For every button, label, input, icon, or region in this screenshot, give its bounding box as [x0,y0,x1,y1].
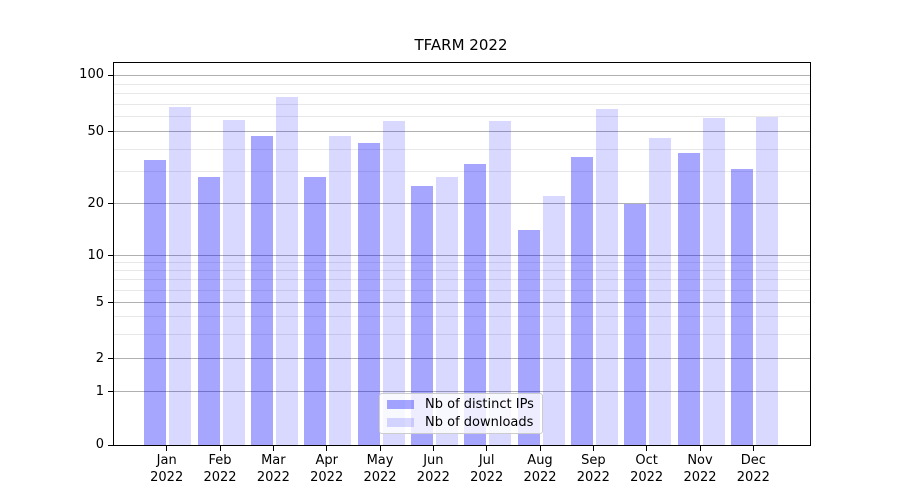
y-tick-label: 20 [87,195,104,211]
bar-ips-apr [304,177,327,445]
y-tick-mark [108,131,113,133]
gridline-major [114,391,810,393]
gridline-major [114,131,810,133]
chart-title: TFARM 2022 [414,36,508,54]
x-tick-mark [646,446,648,451]
gridline-major [114,358,810,360]
y-tick-mark [108,203,113,205]
gridline-minor [114,93,810,95]
bar-ips-jan [144,159,167,445]
legend-swatch-downloads [387,417,414,427]
bar-ips-aug [517,230,540,445]
x-tick-mark [379,446,381,451]
bar-downloads-may [382,120,405,445]
bar-ips-dec [730,169,753,445]
x-tick-mark [326,446,328,451]
y-tick-label: 50 [87,123,104,139]
bar-ips-oct [624,203,647,445]
x-tick-mark [272,446,274,451]
gridline-minor [114,289,810,291]
gridline-major [114,75,810,76]
gridline-minor [114,279,810,281]
legend-item-downloads: Nb of downloads [380,415,542,430]
x-tick-mark [752,446,754,451]
bar-ips-may [357,143,380,445]
x-tick-mark [219,446,221,451]
y-tick-mark [108,302,113,304]
y-tick-label: 5 [95,294,104,310]
x-tick-label-may: May 2022 [363,453,397,485]
y-tick-label: 1 [95,383,104,399]
x-tick-mark [539,446,541,451]
gridline-minor [114,333,810,335]
x-tick-mark [592,446,594,451]
bar-downloads-sep [595,109,618,445]
x-tick-mark [486,446,488,451]
gridline-minor [114,148,810,150]
x-tick-label-nov: Nov 2022 [683,453,717,485]
legend-label-downloads: Nb of downloads [425,414,534,430]
gridline-minor [114,171,810,173]
bar-downloads-jul [489,120,512,445]
x-tick-label-aug: Aug 2022 [523,453,557,485]
x-tick-label-jul: Jul 2022 [470,453,504,485]
bar-downloads-aug [542,196,565,445]
gridline-major [114,302,810,304]
y-tick-mark [108,74,113,76]
gridline-major [114,255,810,257]
y-tick-label: 100 [79,67,104,83]
bar-downloads-apr [329,136,352,445]
gridline-minor [114,270,810,272]
bar-ips-sep [570,157,593,445]
gridline-minor [114,83,810,85]
x-tick-mark [699,446,701,451]
bar-ips-feb [197,177,220,445]
bar-downloads-jan [169,106,192,445]
bar-downloads-oct [649,138,672,445]
y-tick-mark [108,444,113,446]
y-tick-label: 10 [87,247,104,263]
bar-ips-mar [250,136,273,445]
gridline-minor [114,315,810,317]
x-tick-label-mar: Mar 2022 [256,453,290,485]
bar-downloads-feb [222,119,245,445]
x-tick-label-jun: Jun 2022 [416,453,450,485]
plot-area [113,62,811,446]
bar-ips-jul [464,164,487,445]
bar-downloads-mar [275,96,298,445]
bar-downloads-jun [435,177,458,445]
x-tick-label-jan: Jan 2022 [150,453,184,485]
x-tick-label-apr: Apr 2022 [310,453,344,485]
y-tick-mark [108,255,113,257]
bar-ips-nov [677,153,700,445]
y-tick-mark [108,391,113,393]
legend-swatch-ips [387,400,414,410]
x-tick-mark [166,446,168,451]
y-tick-label: 0 [95,437,104,452]
gridline-minor [114,116,810,118]
y-tick-mark [108,358,113,360]
legend-item-ips: Nb of distinct IPs [380,397,542,412]
bar-ips-jun [410,186,433,445]
x-tick-mark [432,446,434,451]
gridline-minor [114,103,810,105]
bar-downloads-nov [702,118,725,445]
x-tick-label-feb: Feb 2022 [203,453,237,485]
bar-downloads-dec [755,116,778,445]
legend-label-ips: Nb of distinct IPs [425,397,534,413]
gridline-minor [114,262,810,264]
x-tick-label-sep: Sep 2022 [576,453,610,485]
legend: Nb of distinct IPs Nb of downloads [379,393,543,434]
x-tick-label-oct: Oct 2022 [630,453,664,485]
x-tick-label-dec: Dec 2022 [736,453,770,485]
y-tick-label: 2 [95,350,104,366]
gridline-major [114,203,810,205]
